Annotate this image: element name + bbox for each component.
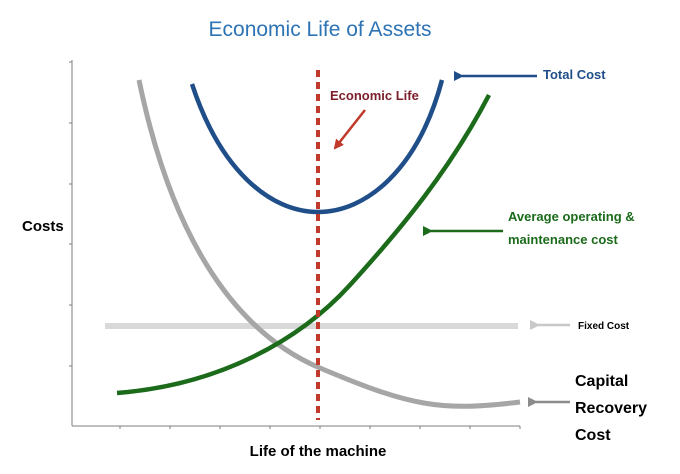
avg-operating-label-line1: Average operating & bbox=[508, 209, 635, 224]
y-axis-label: Costs bbox=[22, 218, 64, 235]
capital-recovery-label-line3: Cost bbox=[575, 427, 611, 444]
avg-operating-cost-curve bbox=[116, 93, 491, 396]
total-cost-label: Total Cost bbox=[543, 67, 606, 82]
x-axis-label: Life of the machine bbox=[250, 443, 387, 460]
x-axis-ticks bbox=[119, 426, 521, 429]
capital-recovery-cost-curve bbox=[136, 79, 521, 409]
y-axis-ticks bbox=[69, 61, 72, 367]
total-cost-curve bbox=[189, 79, 445, 215]
economic-life-label: Economic Life bbox=[330, 88, 419, 103]
diagram-title: Economic Life of Assets bbox=[209, 18, 432, 41]
axes bbox=[69, 60, 521, 429]
fixed-cost-label: Fixed Cost bbox=[578, 321, 630, 332]
economic-life-arrow bbox=[333, 109, 366, 150]
capital-recovery-label-line2: Recovery bbox=[575, 400, 647, 417]
capital-recovery-label-line1: Capital bbox=[575, 373, 628, 390]
avg-operating-label-line2: maintenance cost bbox=[508, 232, 618, 247]
